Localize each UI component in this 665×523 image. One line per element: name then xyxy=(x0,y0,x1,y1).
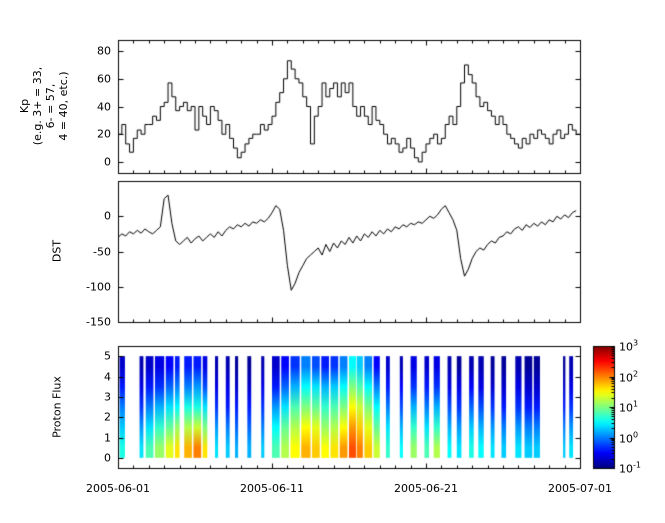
dst-ytick-label: -150 xyxy=(86,315,111,329)
dst-ytick-label: -100 xyxy=(86,280,111,294)
dst-axis-label: DST xyxy=(50,239,64,263)
kp-ytick-label: 40 xyxy=(97,100,111,113)
dst-ytick-label: 0 xyxy=(104,209,111,223)
kp-ytick-label: 0 xyxy=(104,155,111,169)
kp-ytick-label: 20 xyxy=(97,127,111,141)
date-tick-label: 2005-06-11 xyxy=(240,482,304,495)
colorbar-tick-label: 102 xyxy=(619,369,639,384)
proton-flux-ytick-label: 3 xyxy=(104,390,111,404)
colorbar-tick-label: 10-1 xyxy=(619,460,641,476)
colorbar-tick-label: 100 xyxy=(619,430,639,445)
dst-ytick-label: -50 xyxy=(93,245,111,258)
kp-axis-label-line: Kp xyxy=(18,98,31,114)
proton-flux-axis-label: Proton Flux xyxy=(50,376,64,438)
kp-axis-label-line: 4 = 40, etc.) xyxy=(57,71,70,141)
proton-flux-ytick-label: 2 xyxy=(104,410,111,424)
proton-flux-ytick-label: 0 xyxy=(104,451,111,465)
kp-ytick-label: 80 xyxy=(97,44,111,58)
date-tick-label: 2005-07-01 xyxy=(548,482,612,495)
kp-axis-label: Kp (e.g. 3+ = 33, 6- = 57, 4 = 40, etc.) xyxy=(18,67,70,145)
colorbar-tick-label: 101 xyxy=(619,399,639,415)
proton-flux-ytick-label: 1 xyxy=(104,431,111,444)
date-tick-label: 2005-06-21 xyxy=(394,482,458,495)
kp-axis-label-line: 6- = 57, xyxy=(44,83,57,129)
proton-flux-ytick-label: 4 xyxy=(104,370,111,383)
colorbar-tick-label: 103 xyxy=(619,338,639,354)
kp-axis-label-line: (e.g. 3+ = 33, xyxy=(31,66,44,146)
date-tick-label: 2005-06-01 xyxy=(86,482,150,495)
proton-flux-ytick-label: 5 xyxy=(104,349,111,363)
kp-ytick-label: 60 xyxy=(97,72,111,86)
